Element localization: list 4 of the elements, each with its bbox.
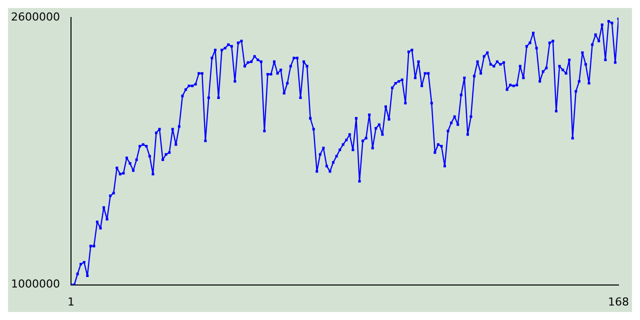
y-tick-label: 2600000 [10, 10, 60, 24]
y-tick-label: 1000000 [10, 278, 60, 291]
x-tick-label: 1 [67, 295, 74, 308]
x-tick-label: 168 [608, 295, 629, 308]
